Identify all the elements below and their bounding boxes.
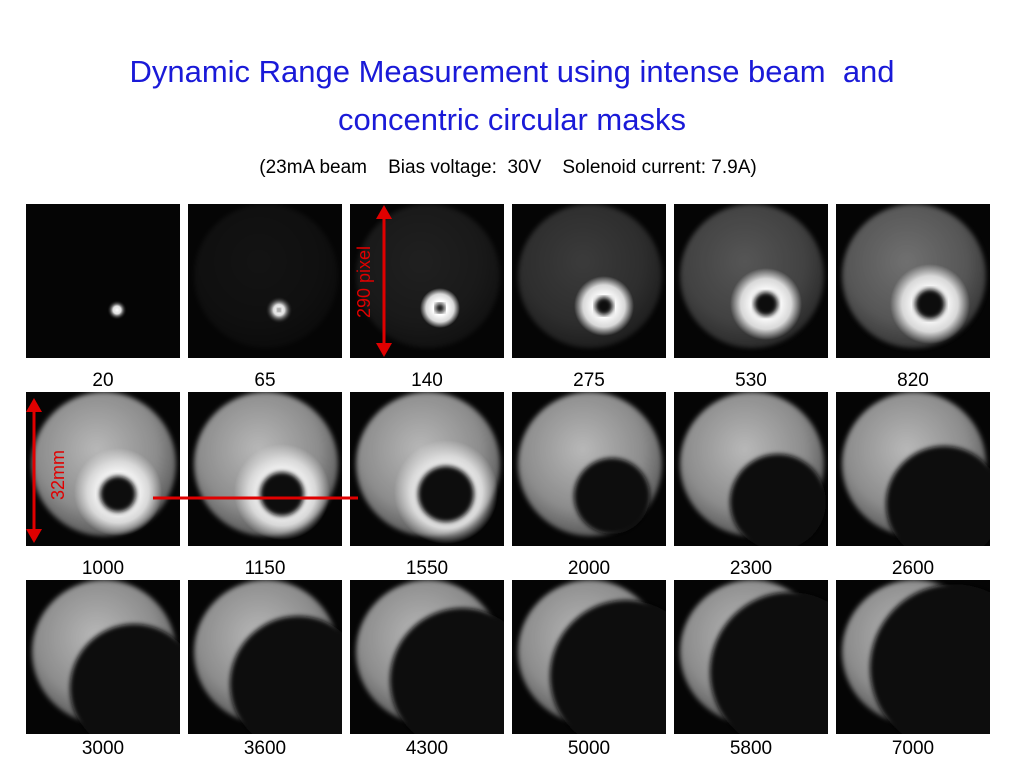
panel-label: 7000 <box>892 738 934 759</box>
image-content <box>194 580 342 734</box>
panel-label: 20 <box>92 370 113 391</box>
panel-label: 140 <box>411 370 443 391</box>
panel-label: 1550 <box>406 558 448 579</box>
mask-shadow <box>550 600 666 734</box>
title-line: concentric circular masks <box>338 102 686 137</box>
beam-spot <box>107 300 127 320</box>
panel-label: 2300 <box>730 558 772 579</box>
image-background <box>26 204 180 358</box>
mask-shadow <box>595 297 613 315</box>
title-line: Dynamic Range Measurement using intense … <box>129 54 894 89</box>
panel-label: 3000 <box>82 738 124 759</box>
mask-shadow <box>574 458 650 534</box>
beam-image: 5000 <box>512 580 666 759</box>
annotation-290: 290 pixel <box>354 205 392 357</box>
mask-shadow <box>870 584 990 734</box>
beam-image: 65 <box>188 204 342 391</box>
beam-image: 1000 <box>26 392 180 579</box>
mask-shadow <box>754 292 778 316</box>
mask-shadow <box>886 446 990 546</box>
image-content <box>518 204 662 348</box>
image-content <box>356 204 500 348</box>
panel-grid: 20 65 140 275 530 820 1000 1150 1550 2000 2300 2600… <box>26 204 990 759</box>
image-content <box>32 580 180 734</box>
panel-label: 1000 <box>82 558 124 579</box>
panel-label: 820 <box>897 370 929 391</box>
annotation-text: 32mm <box>48 450 68 500</box>
panel-label: 530 <box>735 370 767 391</box>
panel-label: 65 <box>254 370 275 391</box>
panel-label: 5000 <box>568 738 610 759</box>
mask-shadow <box>230 616 342 734</box>
mask-shadow <box>100 476 136 512</box>
beam-image: 1150 <box>188 392 342 579</box>
beam-image: 3000 <box>26 580 180 759</box>
beam-disc <box>194 204 338 348</box>
beam-image: 7000 <box>836 580 990 759</box>
beam-image: 4300 <box>350 580 504 759</box>
arrow-head <box>26 529 42 543</box>
mask-shadow <box>915 289 945 319</box>
subtitle: (23mA beam Bias voltage: 30V Solenoid cu… <box>259 157 756 178</box>
mask-shadow <box>418 466 474 522</box>
beam-image: 140 <box>350 204 504 391</box>
panel-label: 5800 <box>730 738 772 759</box>
panel-label: 2000 <box>568 558 610 579</box>
mask-shadow <box>70 624 180 734</box>
beam-image: 1550 <box>350 392 504 579</box>
annotation-text: 290 pixel <box>354 246 374 318</box>
beam-image: 820 <box>836 204 990 391</box>
image-content <box>518 580 666 734</box>
panel-label: 4300 <box>406 738 448 759</box>
image-content <box>194 204 338 348</box>
image-content <box>356 392 500 544</box>
image-content <box>518 392 662 536</box>
mask-shadow <box>260 472 304 516</box>
mask-shadow <box>730 454 826 546</box>
arrow-head <box>376 205 392 219</box>
beam-image: 275 <box>512 204 666 391</box>
beam-image: 2000 <box>512 392 666 579</box>
arrow-head <box>26 398 42 412</box>
mask-shadow <box>435 303 445 313</box>
beam-image: 530 <box>674 204 828 391</box>
image-content <box>680 204 824 348</box>
image-content <box>680 580 828 734</box>
panel-label: 3600 <box>244 738 286 759</box>
mask-shadow <box>390 608 504 734</box>
beam-image: 2600 <box>836 392 990 579</box>
beam-image: 20 <box>26 204 180 391</box>
image-content <box>107 300 127 320</box>
panel-label: 275 <box>573 370 605 391</box>
mask-shadow <box>277 308 281 312</box>
beam-image: 2300 <box>674 392 828 579</box>
image-content <box>32 392 176 536</box>
image-content <box>194 392 338 540</box>
beam-image: 3600 <box>188 580 342 759</box>
panel-label: 2600 <box>892 558 934 579</box>
beam-disc <box>356 204 500 348</box>
image-content <box>842 392 990 546</box>
beam-image: 5800 <box>674 580 828 759</box>
image-content <box>356 580 504 734</box>
image-content <box>842 204 986 348</box>
arrow-head <box>376 343 392 357</box>
panel-label: 1150 <box>245 558 286 579</box>
image-content <box>842 580 990 734</box>
annotation-32mm: 32mm <box>26 398 358 543</box>
image-content <box>680 392 826 546</box>
mask-shadow <box>710 592 828 734</box>
